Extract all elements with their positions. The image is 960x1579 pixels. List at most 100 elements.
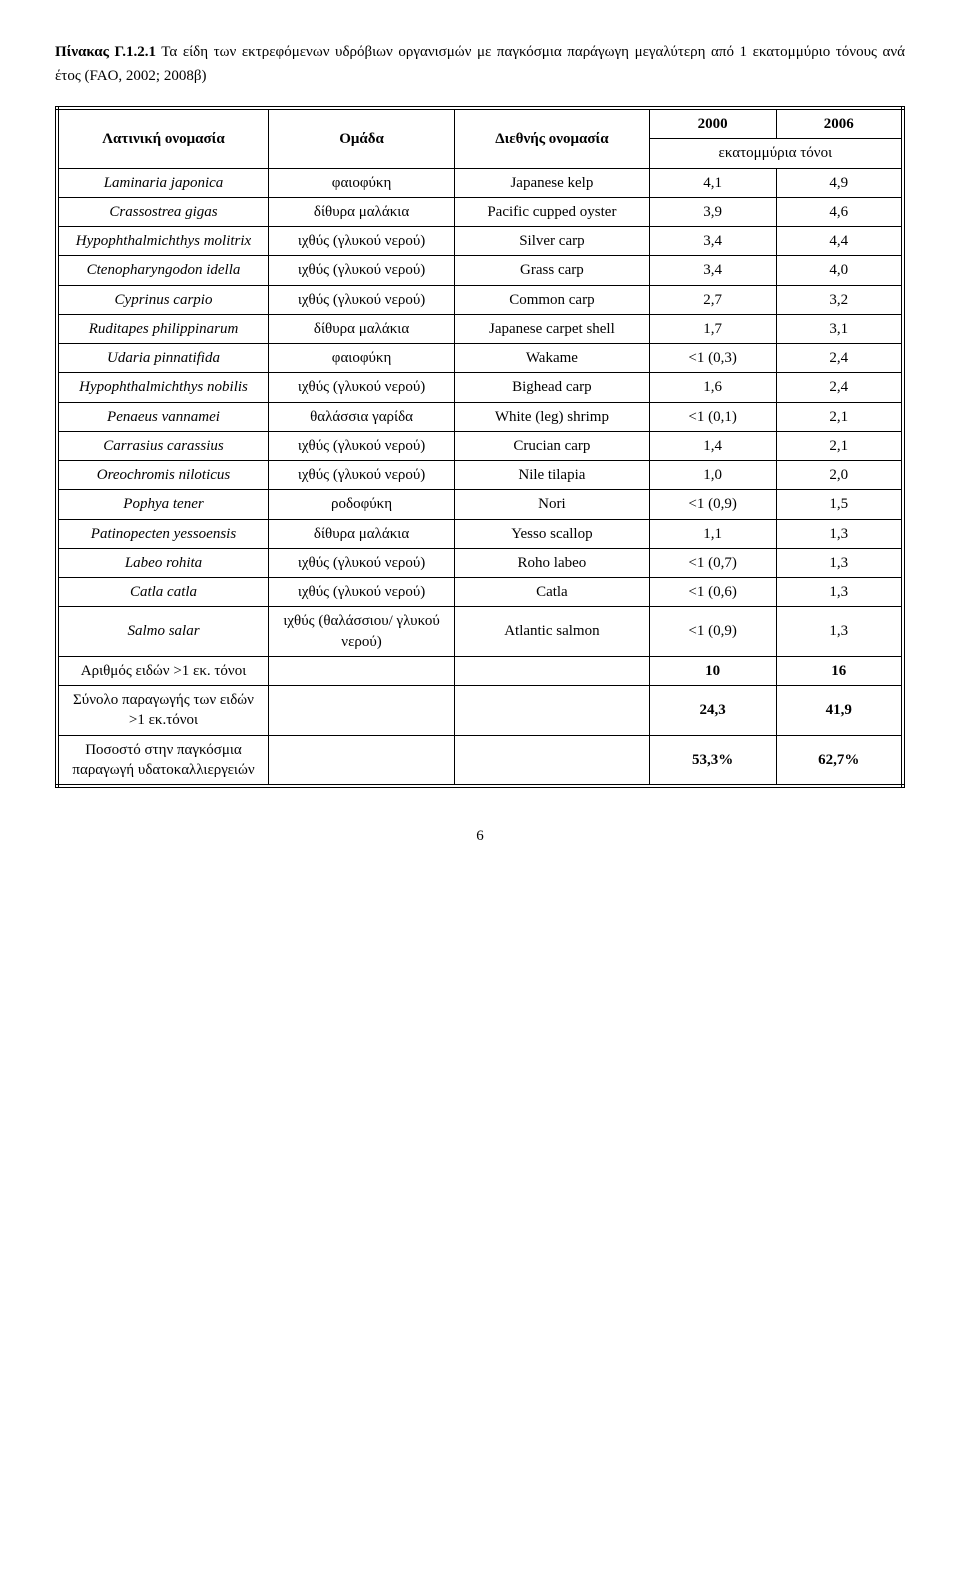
cell-2006: 4,9	[776, 168, 903, 197]
cell-group: ιχθύς (γλυκού νερού)	[269, 285, 455, 314]
cell-group: ιχθύς (γλυκού νερού)	[269, 256, 455, 285]
cell-latin: Udaria pinnatifida	[57, 344, 269, 373]
header-row-1: Λατινική ονομασία Ομάδα Διεθνής ονομασία…	[57, 108, 903, 139]
cell-2006: 4,6	[776, 197, 903, 226]
table-row: Hypophthalmichthys nobilisιχθύς (γλυκού …	[57, 373, 903, 402]
cell-group: ροδοφύκη	[269, 490, 455, 519]
cell-2006: 1,3	[776, 607, 903, 657]
cell-2000: 2,7	[649, 285, 776, 314]
cell-group: ιχθύς (θαλάσσιου/ γλυκού νερού)	[269, 607, 455, 657]
table-row: Salmo salarιχθύς (θαλάσσιου/ γλυκού νερο…	[57, 607, 903, 657]
table-row: Catla catlaιχθύς (γλυκού νερού)Catla<1 (…	[57, 578, 903, 607]
table-row: Udaria pinnatifidaφαιοφύκηWakame<1 (0,3)…	[57, 344, 903, 373]
cell-latin: Catla catla	[57, 578, 269, 607]
cell-english: Yesso scallop	[455, 519, 650, 548]
cell-english: Silver carp	[455, 227, 650, 256]
cell-2006: 1,3	[776, 578, 903, 607]
cell-2006: 2,4	[776, 373, 903, 402]
table-row: Patinopecten yessoensisδίθυρα μαλάκιαYes…	[57, 519, 903, 548]
header-year-2000: 2000	[649, 108, 776, 139]
cell-english: Grass carp	[455, 256, 650, 285]
cell-english: Roho labeo	[455, 548, 650, 577]
cell-2000: 1,7	[649, 314, 776, 343]
header-year-2006: 2006	[776, 108, 903, 139]
cell-latin: Cyprinus carpio	[57, 285, 269, 314]
cell-2006: 2,4	[776, 344, 903, 373]
table-row: Crassostrea gigasδίθυρα μαλάκιαPacific c…	[57, 197, 903, 226]
cell-latin: Labeo rohita	[57, 548, 269, 577]
summary-2000: 10	[649, 656, 776, 685]
cell-english: Common carp	[455, 285, 650, 314]
cell-2006: 2,0	[776, 461, 903, 490]
cell-english: Pacific cupped oyster	[455, 197, 650, 226]
cell-2006: 1,3	[776, 548, 903, 577]
cell-english: Wakame	[455, 344, 650, 373]
cell-2006: 4,0	[776, 256, 903, 285]
table-row: Carrasius carassiusιχθύς (γλυκού νερού)C…	[57, 431, 903, 460]
cell-english: Crucian carp	[455, 431, 650, 460]
header-latin: Λατινική ονομασία	[57, 108, 269, 168]
cell-2006: 1,5	[776, 490, 903, 519]
cell-latin: Pophya tener	[57, 490, 269, 519]
cell-english: Japanese kelp	[455, 168, 650, 197]
cell-group: ιχθύς (γλυκού νερού)	[269, 373, 455, 402]
summary-blank	[455, 656, 650, 685]
cell-english: Nile tilapia	[455, 461, 650, 490]
cell-2006: 3,2	[776, 285, 903, 314]
cell-2006: 1,3	[776, 519, 903, 548]
cell-2000: 3,4	[649, 256, 776, 285]
table-caption: Πίνακας Γ.1.2.1 Τα είδη των εκτρεφόμενων…	[55, 40, 905, 88]
table-row: Oreochromis niloticusιχθύς (γλυκού νερού…	[57, 461, 903, 490]
cell-latin: Patinopecten yessoensis	[57, 519, 269, 548]
cell-group: θαλάσσια γαρίδα	[269, 402, 455, 431]
summary-2006: 41,9	[776, 686, 903, 736]
cell-2000: <1 (0,9)	[649, 490, 776, 519]
cell-english: Nori	[455, 490, 650, 519]
cell-2000: 3,9	[649, 197, 776, 226]
cell-group: ιχθύς (γλυκού νερού)	[269, 461, 455, 490]
cell-2006: 2,1	[776, 402, 903, 431]
cell-2000: 1,6	[649, 373, 776, 402]
cell-2006: 2,1	[776, 431, 903, 460]
cell-latin: Crassostrea gigas	[57, 197, 269, 226]
summary-label: Σύνολο παραγωγής των ειδών >1 εκ.τόνοι	[57, 686, 269, 736]
cell-2006: 3,1	[776, 314, 903, 343]
cell-group: ιχθύς (γλυκού νερού)	[269, 431, 455, 460]
summary-2000: 53,3%	[649, 735, 776, 786]
summary-label: Αριθμός ειδών >1 εκ. τόνοι	[57, 656, 269, 685]
summary-label: Ποσοστό στην παγκόσμια παραγωγή υδατοκαλ…	[57, 735, 269, 786]
summary-row: Ποσοστό στην παγκόσμια παραγωγή υδατοκαλ…	[57, 735, 903, 786]
page-number: 6	[55, 828, 905, 845]
summary-blank	[455, 686, 650, 736]
caption-label: Πίνακας Γ.1.2.1	[55, 44, 156, 60]
header-unit: εκατομμύρια τόνοι	[649, 139, 903, 168]
header-english: Διεθνής ονομασία	[455, 108, 650, 168]
cell-2000: <1 (0,6)	[649, 578, 776, 607]
cell-latin: Salmo salar	[57, 607, 269, 657]
cell-group: φαιοφύκη	[269, 344, 455, 373]
summary-blank	[269, 656, 455, 685]
summary-2000: 24,3	[649, 686, 776, 736]
summary-2006: 16	[776, 656, 903, 685]
cell-latin: Hypophthalmichthys nobilis	[57, 373, 269, 402]
table-row: Penaeus vannameiθαλάσσια γαρίδαWhite (le…	[57, 402, 903, 431]
summary-row: Σύνολο παραγωγής των ειδών >1 εκ.τόνοι 24…	[57, 686, 903, 736]
cell-2000: 1,1	[649, 519, 776, 548]
cell-latin: Oreochromis niloticus	[57, 461, 269, 490]
header-group: Ομάδα	[269, 108, 455, 168]
table-row: Cyprinus carpioιχθύς (γλυκού νερού)Commo…	[57, 285, 903, 314]
cell-group: δίθυρα μαλάκια	[269, 314, 455, 343]
species-table: Λατινική ονομασία Ομάδα Διεθνής ονομασία…	[55, 106, 905, 788]
cell-english: Japanese carpet shell	[455, 314, 650, 343]
table-row: Ctenopharyngodon idellaιχθύς (γλυκού νερ…	[57, 256, 903, 285]
summary-blank	[455, 735, 650, 786]
table-row: Pophya tenerροδοφύκηNori<1 (0,9)1,5	[57, 490, 903, 519]
cell-latin: Ruditapes philippinarum	[57, 314, 269, 343]
cell-latin: Penaeus vannamei	[57, 402, 269, 431]
cell-latin: Laminaria japonica	[57, 168, 269, 197]
cell-english: White (leg) shrimp	[455, 402, 650, 431]
summary-blank	[269, 686, 455, 736]
summary-blank	[269, 735, 455, 786]
cell-2000: <1 (0,9)	[649, 607, 776, 657]
cell-group: δίθυρα μαλάκια	[269, 519, 455, 548]
